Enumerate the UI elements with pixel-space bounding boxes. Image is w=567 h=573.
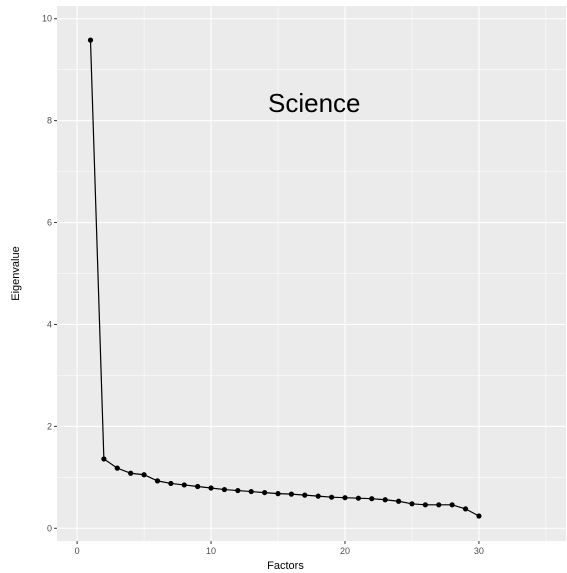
- data-point: [114, 465, 120, 471]
- y-tick-label: 6: [47, 218, 52, 228]
- y-tick-label: 0: [47, 523, 52, 533]
- x-axis-title: Factors: [267, 560, 304, 572]
- data-point: [355, 495, 361, 501]
- data-point: [342, 495, 348, 501]
- data-point: [128, 470, 134, 476]
- grid-minor: [57, 6, 566, 541]
- x-tick-label: 20: [340, 546, 350, 556]
- data-point: [154, 478, 161, 484]
- y-tick-label: 4: [47, 319, 52, 329]
- x-tick-label: 30: [474, 546, 484, 556]
- data-point: [288, 491, 295, 497]
- data-point: [181, 482, 187, 488]
- data-point: [208, 485, 214, 491]
- grid-major: [57, 6, 566, 541]
- data-point: [409, 501, 415, 507]
- axes-layer: 0 10 20 30 0 2 4 6 8 10: [42, 14, 484, 556]
- data-point: [422, 502, 428, 508]
- x-tick-label: 0: [75, 546, 80, 556]
- y-axis-title: Eigenvalue: [10, 246, 22, 300]
- data-point: [328, 494, 335, 500]
- data-point: [235, 487, 241, 494]
- data-point: [476, 513, 482, 519]
- data-point: [275, 491, 281, 497]
- data-point: [141, 472, 147, 478]
- data-point: [168, 480, 174, 487]
- data-point: [436, 502, 442, 508]
- data-point: [462, 506, 469, 512]
- data-point: [302, 492, 308, 498]
- data-point: [315, 493, 321, 499]
- data-point: [221, 486, 228, 493]
- x-tick-label: 10: [206, 546, 216, 556]
- data-point: [382, 497, 388, 503]
- data-point: [248, 488, 254, 495]
- y-tick-label: 8: [47, 116, 52, 126]
- data-point: [195, 483, 201, 490]
- y-tick-label: 10: [42, 14, 52, 24]
- data-point: [87, 37, 94, 43]
- data-point: [395, 498, 402, 504]
- y-tick-label: 2: [47, 421, 52, 431]
- data-point: [369, 496, 375, 502]
- data-point: [101, 456, 107, 462]
- data-point: [449, 502, 455, 508]
- series-layer: [87, 37, 482, 519]
- data-point: [262, 489, 268, 496]
- chart-annotation: Science: [268, 88, 361, 118]
